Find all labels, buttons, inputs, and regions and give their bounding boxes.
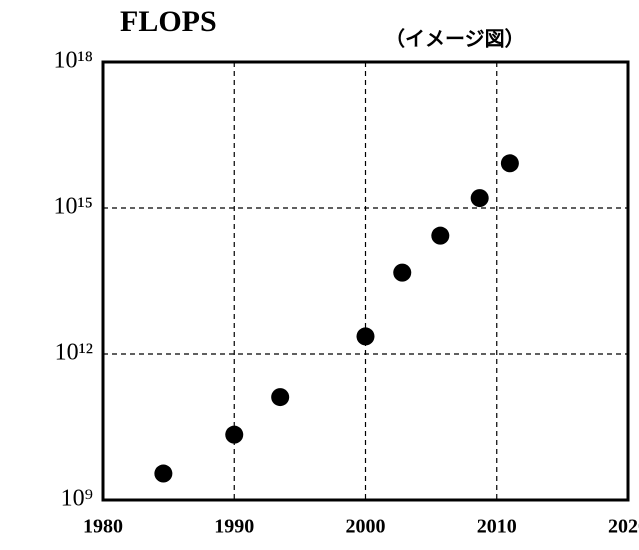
data-point <box>500 154 519 173</box>
x-tick-label: 2010 <box>477 516 517 538</box>
y-tick-label: 10¹⁵ <box>53 194 93 220</box>
y-tick-label: 10¹² <box>55 340 93 366</box>
data-point <box>393 263 412 282</box>
x-tick-label: 2020 <box>608 516 639 538</box>
data-point <box>154 464 173 483</box>
chart-subtitle: （イメージ図） <box>385 27 525 51</box>
y-tick-label: 10¹⁸ <box>53 48 93 74</box>
x-tick-label: 1980 <box>83 516 123 538</box>
data-point <box>431 226 450 245</box>
plot-frame <box>101 60 630 502</box>
data-point <box>271 388 290 407</box>
y-tick-label: 10⁹ <box>61 486 93 512</box>
data-point <box>356 327 375 346</box>
x-tick-label: 2000 <box>346 516 386 538</box>
chart-title: FLOPS <box>120 5 217 38</box>
data-point <box>470 189 489 208</box>
x-tick-label: 1990 <box>214 516 254 538</box>
data-point <box>225 425 244 444</box>
